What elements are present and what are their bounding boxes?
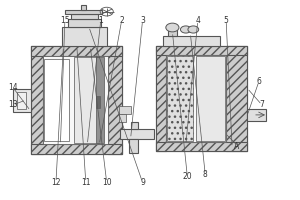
Text: 1: 1 — [98, 16, 103, 25]
Text: 13: 13 — [8, 100, 17, 109]
Bar — [17, 92, 26, 109]
Bar — [65, 10, 102, 14]
Text: 11: 11 — [81, 178, 91, 187]
Bar — [120, 129, 154, 139]
Bar — [156, 46, 247, 151]
Text: 7: 7 — [260, 100, 264, 109]
Bar — [167, 55, 226, 142]
Text: 2: 2 — [119, 16, 124, 25]
Bar — [13, 89, 31, 112]
Text: 3: 3 — [140, 16, 145, 25]
Bar — [71, 14, 98, 19]
Bar — [156, 46, 166, 151]
Bar — [129, 139, 138, 153]
Bar — [31, 46, 43, 154]
Bar — [108, 46, 122, 154]
Bar — [96, 57, 104, 143]
Text: 20: 20 — [182, 172, 192, 181]
Bar — [74, 57, 99, 143]
Bar — [130, 122, 138, 129]
Bar — [43, 56, 108, 144]
Bar — [164, 36, 220, 46]
Text: 10: 10 — [102, 178, 112, 187]
Circle shape — [181, 26, 191, 33]
Bar — [156, 46, 247, 55]
Bar — [31, 46, 122, 154]
Text: 5: 5 — [224, 16, 229, 25]
Bar — [118, 114, 126, 122]
Text: 4: 4 — [195, 16, 200, 25]
Bar — [226, 46, 247, 151]
Bar — [31, 144, 122, 154]
Bar — [68, 19, 101, 27]
Bar — [62, 27, 107, 46]
Circle shape — [166, 23, 179, 32]
Bar — [156, 142, 247, 151]
Bar — [167, 56, 193, 141]
Text: 9: 9 — [140, 178, 145, 187]
Bar — [81, 5, 86, 10]
Text: 8: 8 — [203, 170, 208, 179]
Bar — [44, 59, 69, 141]
Bar — [96, 96, 100, 108]
Text: 12: 12 — [51, 178, 61, 187]
Bar — [168, 28, 177, 36]
Text: A: A — [234, 142, 239, 151]
Bar — [247, 109, 266, 121]
Bar — [196, 56, 225, 141]
Bar — [118, 106, 130, 114]
Text: 15: 15 — [60, 16, 70, 25]
Bar — [31, 46, 122, 56]
Circle shape — [188, 26, 199, 33]
Text: 14: 14 — [8, 83, 17, 92]
Text: 6: 6 — [256, 77, 261, 86]
